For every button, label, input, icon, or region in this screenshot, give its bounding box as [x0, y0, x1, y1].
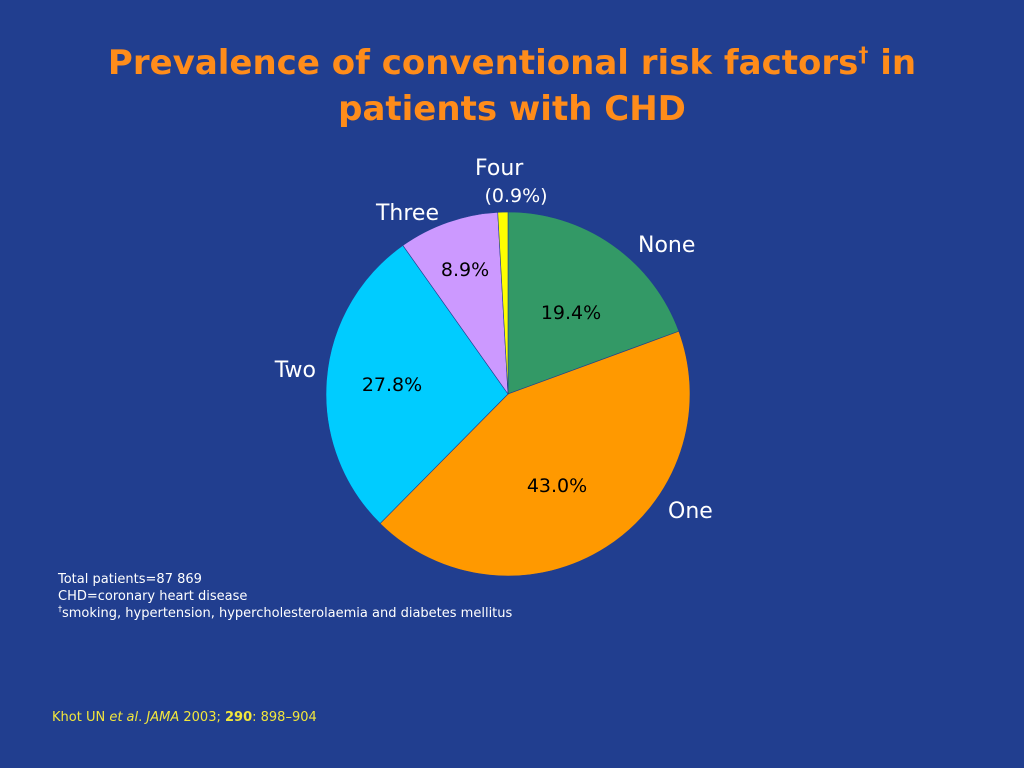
footnote-dagger: †smoking, hypertension, hypercholesterol…	[58, 605, 512, 622]
citation-etal: et al	[109, 710, 139, 725]
footnote-total: Total patients=87 869	[58, 572, 202, 587]
slice-label-one: One	[668, 499, 713, 524]
citation-year: 2003;	[179, 710, 225, 725]
title-tail: in patients with CHD	[338, 43, 917, 129]
title-main: Prevalence of conventional risk factors	[107, 43, 859, 83]
slice-label-two: Two	[274, 358, 316, 383]
slice-label-three: Three	[375, 201, 439, 226]
slice-value-none: 19.4%	[541, 302, 601, 324]
pie-slice-none	[507, 211, 680, 395]
citation-volume: 290	[224, 710, 253, 725]
pie-slice-four	[497, 211, 509, 395]
slice-value-one: 43.0%	[527, 475, 587, 497]
slice-label-none: None	[638, 233, 695, 258]
footnote-abbrev: CHD=coronary heart disease	[58, 589, 248, 604]
footnotes: Total patients=87 869 CHD=coronary heart…	[58, 571, 512, 622]
citation-journal: JAMA	[146, 710, 180, 725]
slide-title: Prevalence of conventional risk factors†…	[40, 40, 984, 132]
footnote-dagger-text: smoking, hypertension, hypercholesterola…	[62, 606, 513, 621]
slice-value-three: 8.9%	[441, 259, 489, 281]
citation: Khot UN et al. JAMA 2003; 290: 898–904	[52, 709, 317, 726]
citation-sep: .	[138, 710, 147, 725]
title-dagger: †	[858, 42, 869, 67]
footnote-dagger-mark: †	[58, 604, 62, 614]
slice-label-four: Four	[475, 156, 524, 181]
pie-slice-two	[325, 245, 509, 524]
citation-authors: Khot UN	[52, 710, 110, 725]
slice-value-two: 27.8%	[362, 374, 422, 396]
slice-value-four: (0.9%)	[484, 185, 547, 207]
citation-pages: : 898–904	[252, 710, 317, 725]
pie-slice-one	[379, 330, 691, 577]
pie-slice-three	[402, 211, 509, 396]
